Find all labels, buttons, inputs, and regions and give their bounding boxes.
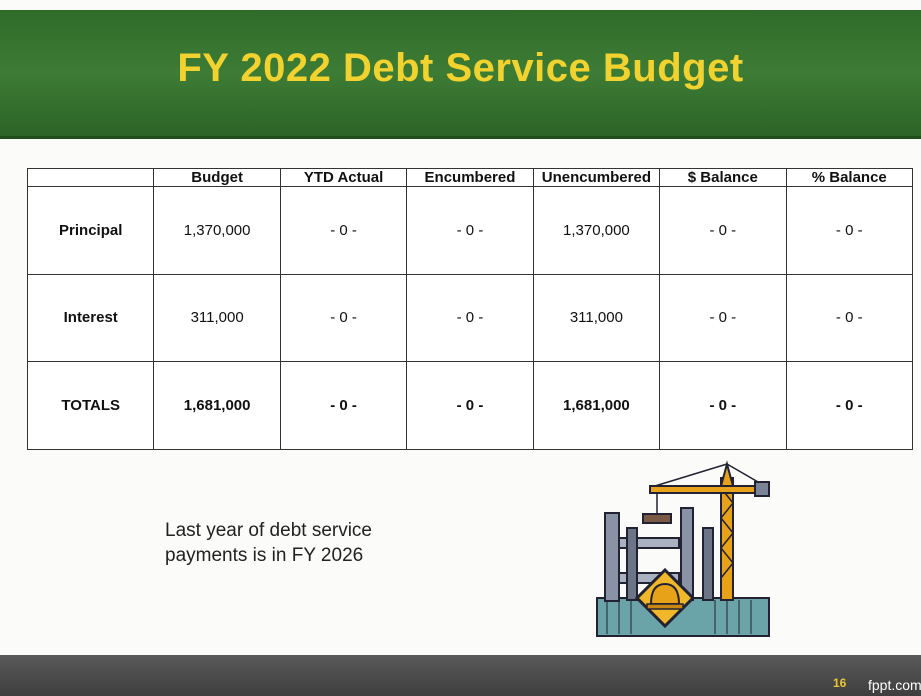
table-cell: 1,370,000 <box>532 186 661 275</box>
table-cell: - 0 - <box>279 273 408 363</box>
header-row: Budget YTD Actual Encumbered Unencumbered $ … <box>26 168 914 187</box>
column-header: Unencumbered <box>532 168 661 187</box>
site-name: fppt.com <box>868 677 921 693</box>
table-cell: - 0 - <box>279 361 408 450</box>
row-label: TOTALS <box>26 361 155 450</box>
table-cell: 1,681,000 <box>153 361 281 450</box>
table-row: Interest 311,000- 0 -- 0 -311,000- 0 -- 0… <box>26 273 914 363</box>
column-header: YTD Actual <box>279 168 408 187</box>
table-cell: 1,370,000 <box>153 186 281 275</box>
table-cell: - 0 - <box>785 361 914 450</box>
title-banner <box>0 10 921 139</box>
construction-illustration <box>596 460 770 637</box>
table-cell: 1,681,000 <box>532 361 661 450</box>
column-header: % Balance <box>785 168 914 187</box>
page-number: 16 <box>833 676 847 690</box>
column-header: Encumbered <box>406 168 534 187</box>
table-cell: - 0 - <box>659 273 787 363</box>
table-cell: 311,000 <box>153 273 281 363</box>
table-cell: - 0 - <box>785 273 914 363</box>
note-text: Last year of debt service payments is in… <box>165 520 372 566</box>
table-cell: - 0 - <box>406 186 534 275</box>
row-label: Principal <box>26 186 155 275</box>
table-row: TOTALS 1,681,000- 0 -- 0 -1,681,000- 0 --… <box>26 361 914 450</box>
table-cell: - 0 - <box>659 186 787 275</box>
table-cell: - 0 - <box>279 186 408 275</box>
table-row: Principal 1,370,000- 0 -- 0 -1,370,000- 0… <box>26 186 914 275</box>
row-label: Interest <box>26 273 155 363</box>
column-header: Budget <box>153 168 281 187</box>
table-cell: - 0 - <box>659 361 787 450</box>
slide-title: FY 2022 Debt Service Budget <box>177 46 744 90</box>
column-header: $ Balance <box>659 168 787 187</box>
table-cell: - 0 - <box>406 361 534 450</box>
table-cell: - 0 - <box>785 186 914 275</box>
table-cell: - 0 - <box>406 273 534 363</box>
footer-bar <box>0 655 921 696</box>
corner-cell <box>26 168 155 187</box>
table-cell: 311,000 <box>532 273 661 363</box>
budget-table: Budget YTD Actual Encumbered Unencumbered $ … <box>26 168 914 450</box>
